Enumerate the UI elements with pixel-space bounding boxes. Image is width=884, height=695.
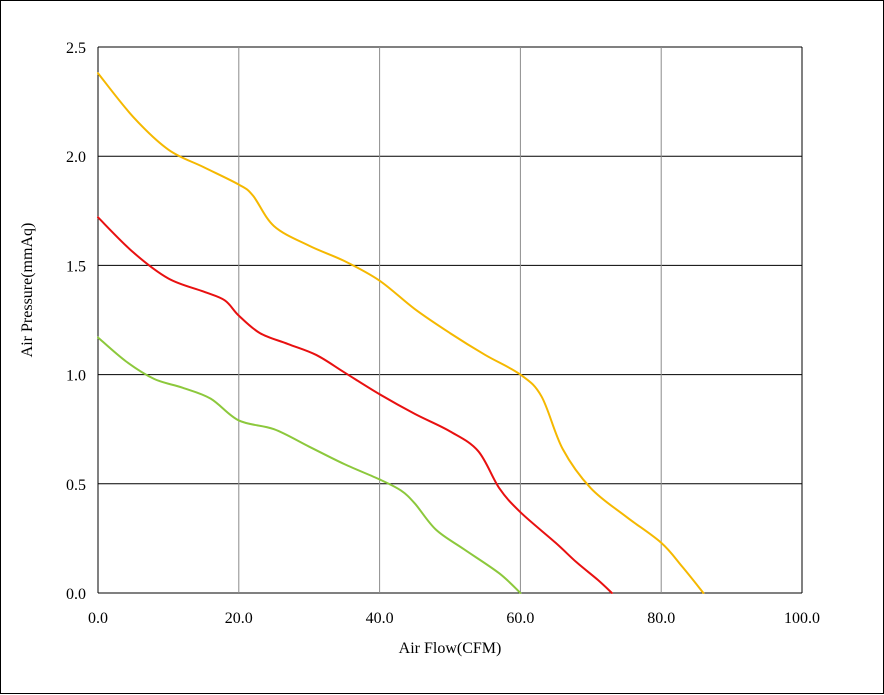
y-tick-label-2: 1.0 — [66, 368, 86, 385]
x-tick-label-0: 0.0 — [88, 610, 108, 627]
y-tick-label-0: 0.0 — [66, 586, 86, 603]
x-tick-label-1: 20.0 — [225, 610, 253, 627]
x-tick-label-3: 60.0 — [506, 610, 534, 627]
y-axis-label: Air Pressure(mmAq) — [19, 223, 36, 358]
y-tick-label-4: 2.0 — [66, 149, 86, 166]
y-tick-label-5: 2.5 — [66, 40, 86, 57]
series-line-0 — [97, 72, 705, 594]
series-line-2 — [97, 336, 522, 594]
x-tick-label-4: 80.0 — [647, 610, 675, 627]
x-tick-label-5: 100.0 — [784, 610, 820, 627]
series-curves — [97, 72, 705, 594]
tick-labels: 0.0 0.5 1.0 1.5 2.0 2.5 0.0 20.0 40.0 60.0 80.0 100… — [66, 40, 820, 627]
series-line-1 — [97, 216, 613, 594]
y-tick-label-1: 0.5 — [66, 477, 86, 494]
y-tick-label-3: 1.5 — [66, 258, 86, 275]
x-tick-label-2: 40.0 — [366, 610, 394, 627]
grid-lines — [97, 46, 803, 594]
x-axis-label: Air Flow(CFM) — [399, 640, 502, 657]
